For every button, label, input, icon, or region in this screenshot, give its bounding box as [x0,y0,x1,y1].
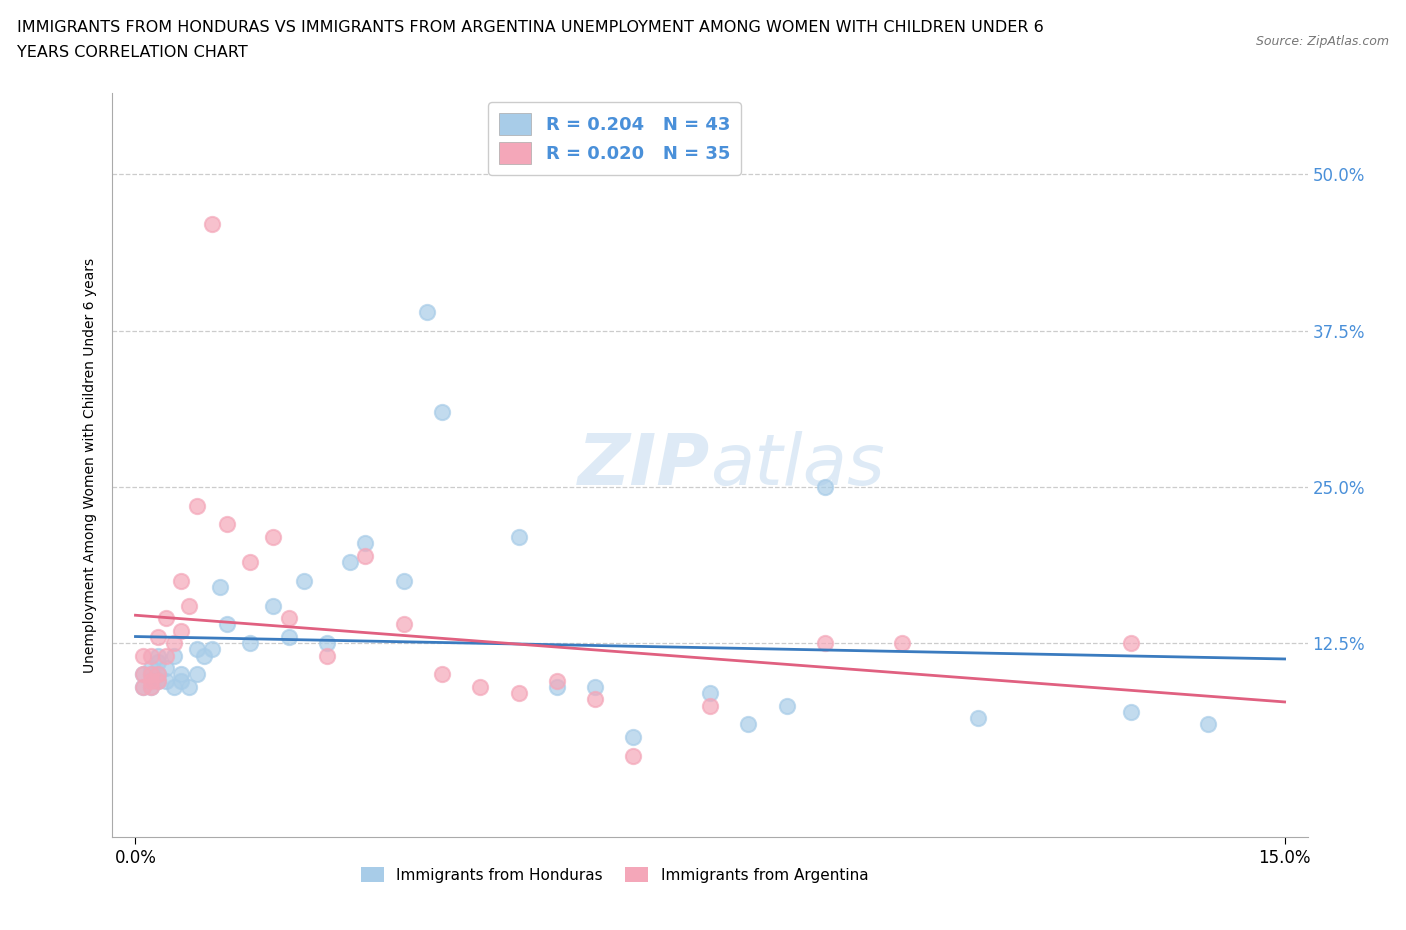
Point [699,685,721,700]
Point [155,660,177,675]
Point [132,648,155,663]
Point [354,536,377,551]
Point [155,673,177,688]
Point [139,667,162,682]
Point [430,405,453,419]
Point [339,554,361,569]
Point [148,673,170,688]
Point [139,680,162,695]
Point [967,711,990,725]
Point [139,673,162,688]
Point [155,611,177,626]
Point [699,698,721,713]
Point [430,667,453,682]
Point [239,636,262,651]
Point [170,673,193,688]
Point [139,660,162,675]
Point [277,630,299,644]
Point [354,548,377,563]
Point [170,573,193,588]
Point [193,648,215,663]
Point [1121,705,1143,720]
Point [508,529,530,544]
Point [186,498,208,513]
Point [139,648,162,663]
Point [775,698,797,713]
Point [292,573,315,588]
Point [316,648,339,663]
Point [148,655,170,670]
Text: ZIP: ZIP [578,431,710,499]
Point [148,673,170,688]
Point [132,680,155,695]
Point [583,692,606,707]
Point [148,630,170,644]
Point [201,642,224,657]
Point [217,517,239,532]
Point [1197,717,1219,732]
Point [186,667,208,682]
Point [392,617,415,631]
Point [132,680,155,695]
Y-axis label: Unemployment Among Women with Children Under 6 years: Unemployment Among Women with Children U… [83,258,97,672]
Point [170,623,193,638]
Point [132,667,155,682]
Point [262,598,284,613]
Point [623,729,645,744]
Point [155,648,177,663]
Point [208,579,231,594]
Point [132,667,155,682]
Point [217,617,239,631]
Point [262,529,284,544]
Point [392,573,415,588]
Point [583,680,606,695]
Point [415,304,437,319]
Text: IMMIGRANTS FROM HONDURAS VS IMMIGRANTS FROM ARGENTINA UNEMPLOYMENT AMONG WOMEN W: IMMIGRANTS FROM HONDURAS VS IMMIGRANTS F… [17,20,1043,35]
Point [177,598,200,613]
Point [163,680,186,695]
Point [890,636,912,651]
Text: atlas: atlas [710,431,884,499]
Point [163,648,186,663]
Point [170,667,193,682]
Point [163,636,186,651]
Point [546,673,568,688]
Point [148,667,170,682]
Point [201,217,224,232]
Point [316,636,339,651]
Text: YEARS CORRELATION CHART: YEARS CORRELATION CHART [17,45,247,60]
Point [186,642,208,657]
Point [139,680,162,695]
Point [148,667,170,682]
Point [139,667,162,682]
Point [623,749,645,764]
Point [148,648,170,663]
Point [1121,636,1143,651]
Point [239,554,262,569]
Point [470,680,492,695]
Point [737,717,759,732]
Point [814,636,837,651]
Text: Source: ZipAtlas.com: Source: ZipAtlas.com [1256,35,1389,48]
Point [546,680,568,695]
Point [277,611,299,626]
Point [508,685,530,700]
Point [814,480,837,495]
Point [177,680,200,695]
Legend: Immigrants from Honduras, Immigrants from Argentina: Immigrants from Honduras, Immigrants fro… [354,860,875,889]
